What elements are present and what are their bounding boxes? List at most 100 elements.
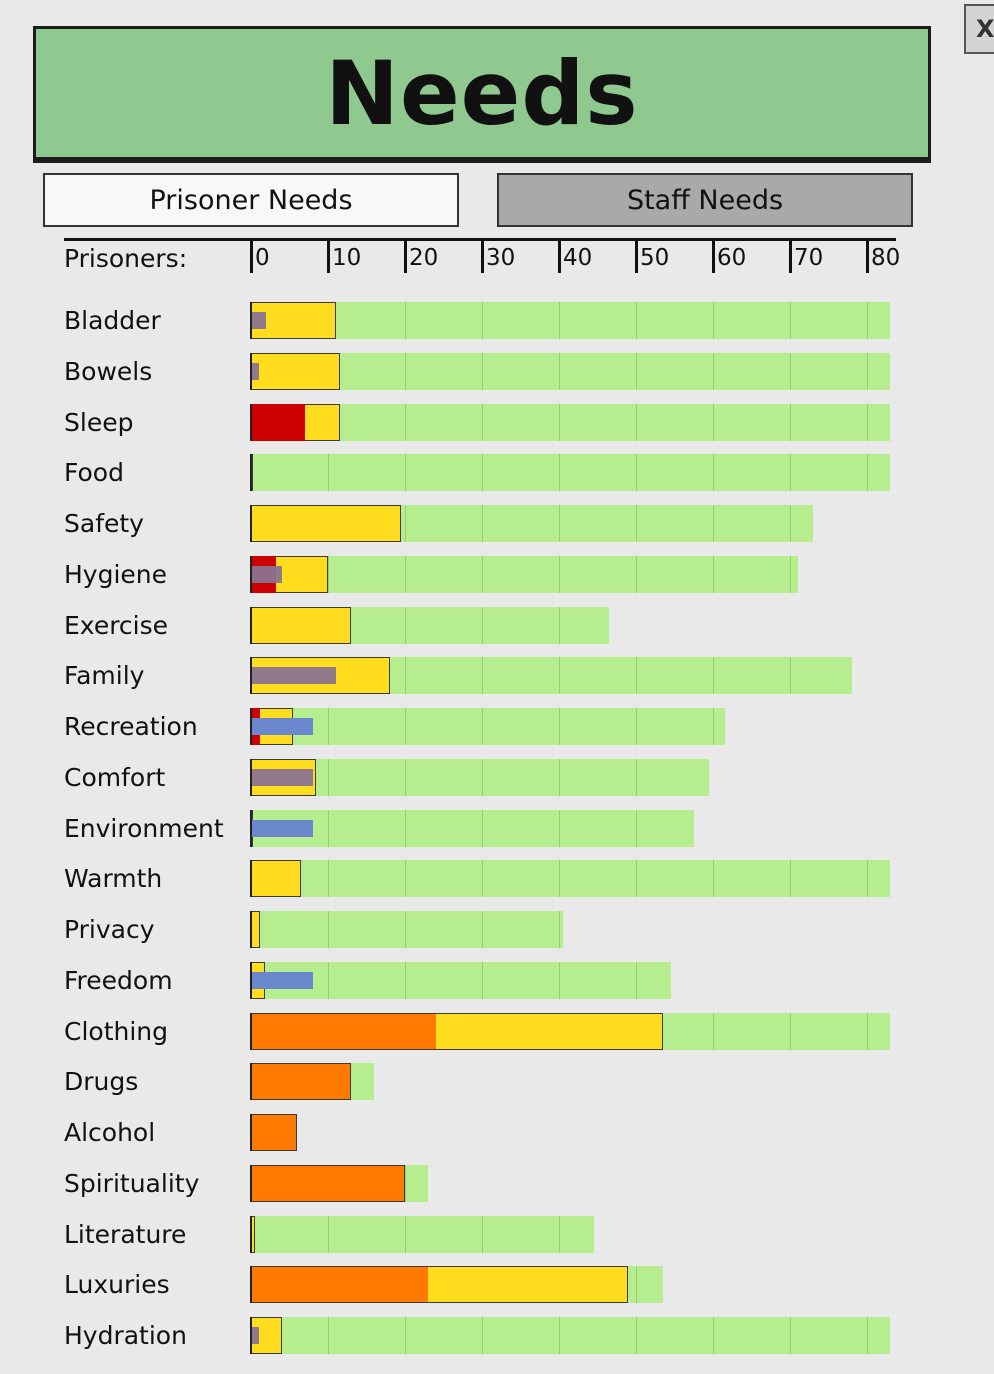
grid-line: [328, 708, 329, 745]
need-bar-total: [251, 1317, 891, 1354]
grid-line: [636, 555, 637, 593]
bar-origin-line: [250, 911, 252, 948]
axis-tick: 40: [558, 241, 592, 273]
grid-line: [636, 758, 637, 796]
need-bar-unmet: [251, 860, 302, 898]
grid-line: [559, 352, 560, 390]
grid-line: [482, 302, 483, 339]
axis-line: [64, 238, 896, 241]
need-bar-unmet: [251, 911, 261, 948]
grid-line: [713, 1012, 714, 1050]
grid-line: [482, 454, 483, 492]
need-bar-total: [251, 758, 710, 796]
need-bar-total: [251, 961, 671, 999]
grid-line: [867, 302, 868, 339]
grid-line: [790, 657, 791, 695]
need-marker-purple: [251, 1327, 259, 1344]
need-label: Spirituality: [64, 1168, 200, 1198]
need-bar-orange: [252, 1267, 429, 1303]
need-label: Comfort: [64, 762, 166, 792]
need-bar-unmet: [251, 1063, 352, 1101]
grid-line: [482, 403, 483, 441]
bar-origin-line: [250, 1266, 252, 1304]
need-bar-total: [251, 1215, 594, 1253]
need-bar-orange: [252, 1115, 297, 1150]
grid-line: [482, 860, 483, 898]
need-label: Luxuries: [64, 1270, 170, 1300]
grid-line: [713, 555, 714, 593]
need-bar-unmet: [251, 505, 402, 542]
need-bar-total: [251, 454, 891, 492]
need-row-literature: Literature: [0, 1215, 994, 1266]
need-label: Exercise: [64, 610, 169, 640]
need-label: Literature: [64, 1219, 187, 1249]
need-label: Hydration: [64, 1321, 187, 1350]
grid-line: [559, 1215, 560, 1253]
grid-line: [482, 758, 483, 796]
bar-origin-line: [250, 555, 252, 593]
need-marker-blue: [251, 718, 313, 735]
grid-line: [405, 708, 406, 745]
grid-line: [636, 1317, 637, 1354]
close-button[interactable]: X: [964, 4, 994, 54]
grid-line: [405, 302, 406, 339]
grid-line: [405, 606, 406, 644]
need-row-hydration: Hydration: [0, 1317, 994, 1367]
grid-line: [482, 1317, 483, 1354]
grid-line: [713, 454, 714, 492]
grid-line: [405, 961, 406, 999]
grid-line: [328, 454, 329, 492]
need-row-family: Family: [0, 657, 994, 707]
grid-line: [636, 860, 637, 898]
need-label: Family: [64, 661, 145, 691]
need-label: Freedom: [64, 965, 173, 995]
need-row-drugs: Drugs: [0, 1063, 994, 1113]
grid-line: [559, 454, 560, 492]
grid-line: [559, 758, 560, 796]
needs-title-banner: Needs: [33, 26, 931, 160]
grid-line: [713, 352, 714, 390]
grid-line: [790, 454, 791, 492]
grid-line: [790, 352, 791, 390]
axis-tick: 60: [712, 241, 746, 273]
need-row-bladder: Bladder: [0, 302, 994, 352]
grid-line: [713, 505, 714, 542]
need-row-environment: Environment: [0, 809, 994, 860]
grid-line: [328, 758, 329, 796]
grid-line: [713, 657, 714, 695]
grid-line: [636, 302, 637, 339]
grid-line: [328, 860, 329, 898]
grid-line: [405, 911, 406, 948]
bar-origin-line: [250, 454, 252, 492]
need-label: Food: [64, 458, 124, 488]
bar-origin-line: [250, 606, 252, 644]
grid-line: [636, 961, 637, 999]
need-bar-total: [251, 911, 563, 948]
grid-line: [482, 606, 483, 644]
grid-line: [790, 505, 791, 542]
need-marker-purple: [251, 667, 336, 685]
grid-line: [559, 606, 560, 644]
need-bar-unmet: [251, 1114, 298, 1151]
grid-line: [328, 1317, 329, 1354]
tab-prisoner-needs[interactable]: Prisoner Needs: [43, 173, 459, 227]
grid-line: [636, 809, 637, 847]
grid-line: [790, 1012, 791, 1050]
grid-line: [559, 302, 560, 339]
need-row-bowels: Bowels: [0, 352, 994, 403]
need-row-luxuries: Luxuries: [0, 1266, 994, 1316]
grid-line: [482, 911, 483, 948]
grid-line: [328, 555, 329, 593]
axis-tick: 50: [635, 241, 669, 273]
need-label: Hygiene: [64, 559, 168, 589]
tab-staff-needs[interactable]: Staff Needs: [497, 173, 913, 227]
grid-line: [405, 505, 406, 542]
need-bar-total: [251, 403, 891, 441]
need-bar-total: [251, 860, 891, 898]
bar-origin-line: [250, 860, 252, 898]
need-row-sleep: Sleep: [0, 403, 994, 454]
grid-line: [482, 1215, 483, 1253]
need-label: Sleep: [64, 407, 134, 437]
need-bar-orange: [252, 1013, 436, 1049]
grid-line: [636, 708, 637, 745]
